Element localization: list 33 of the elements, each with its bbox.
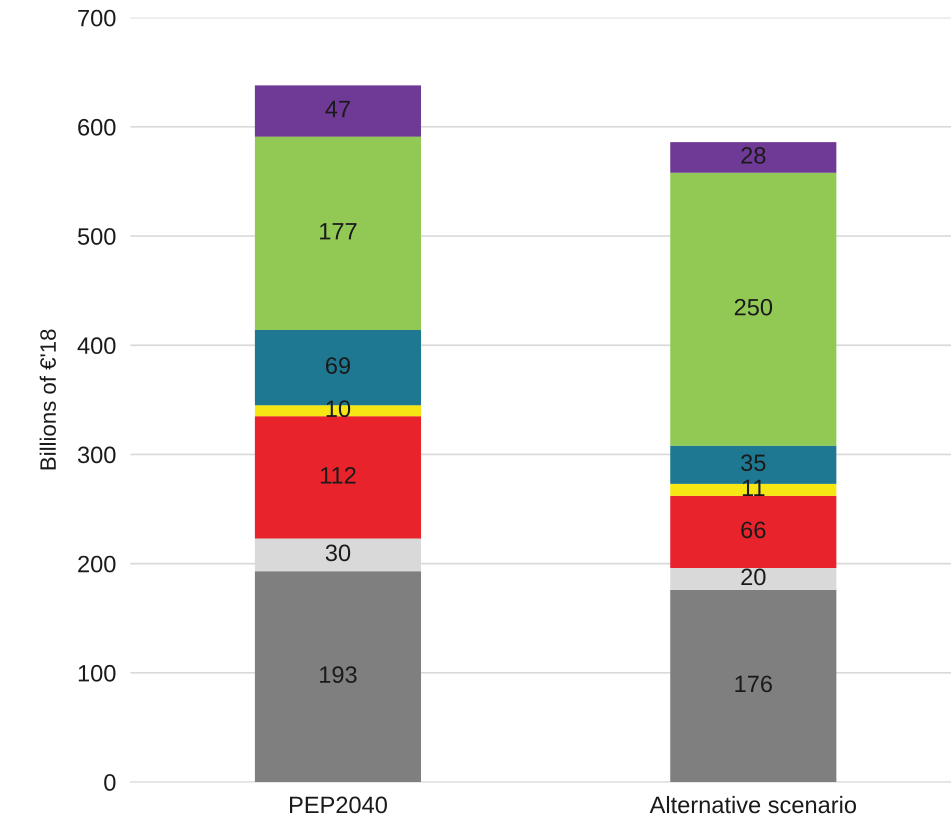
data-label: 11 (742, 480, 764, 496)
y-tick-label: 200 (78, 556, 116, 572)
data-label: 30 (326, 544, 350, 562)
y-tick-label: 700 (78, 10, 116, 26)
bar (670, 172, 836, 446)
data-label: 69 (326, 357, 350, 374)
y-tick-label: 300 (78, 446, 116, 464)
data-label: 28 (741, 147, 766, 164)
bar (670, 496, 836, 568)
data-label: 177 (320, 223, 356, 240)
data-label: 176 (735, 676, 772, 692)
bar (254, 136, 422, 330)
bar (670, 568, 836, 590)
bar (670, 590, 836, 782)
y-tick-label: 0 (104, 774, 116, 791)
data-label: 193 (320, 666, 357, 683)
data-label: 66 (741, 522, 766, 538)
y-axis-title: Billions of €'18 (40, 330, 56, 470)
x-tick-label: Alternative scenario (650, 796, 856, 814)
data-label: 250 (734, 298, 772, 316)
y-tick-label: 100 (78, 664, 116, 682)
bar (670, 142, 836, 173)
bar (254, 571, 422, 782)
y-tick-label: 400 (78, 337, 116, 354)
y-tick-label: 600 (78, 118, 116, 136)
bar (254, 416, 422, 539)
data-label: 47 (325, 100, 350, 118)
data-label: 112 (320, 466, 356, 484)
data-label: 20 (741, 568, 766, 586)
data-label: 35 (741, 454, 766, 472)
x-tick-label: PEP2040 (290, 796, 387, 814)
bar (254, 85, 422, 137)
y-tick-label: 500 (78, 228, 116, 245)
